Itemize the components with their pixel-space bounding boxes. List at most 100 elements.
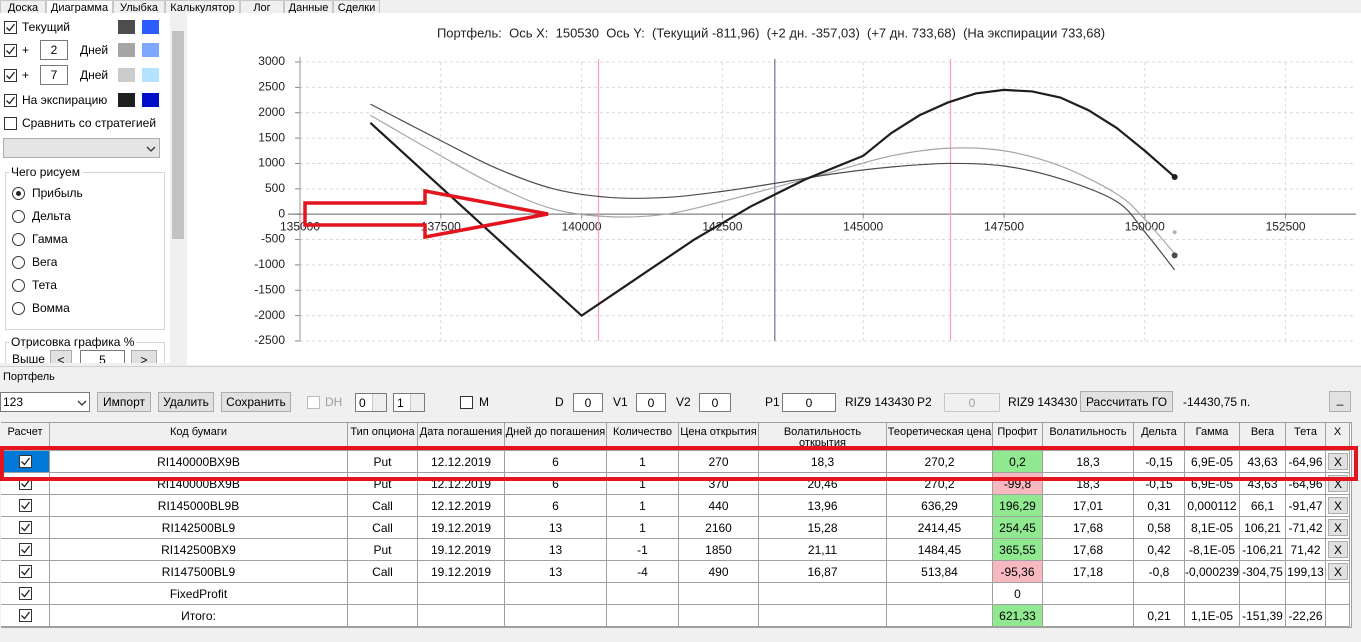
p1-input[interactable]: 0 — [782, 393, 836, 412]
spin-buttons[interactable] — [410, 394, 424, 411]
table-cell: 370 — [679, 473, 759, 495]
column-header[interactable]: Тета — [1286, 423, 1326, 451]
radio[interactable] — [12, 210, 25, 223]
checkbox[interactable] — [4, 117, 17, 130]
checkbox[interactable] — [19, 543, 32, 556]
color-swatch[interactable] — [142, 43, 159, 57]
strategy-dropdown[interactable] — [3, 138, 160, 158]
column-header[interactable]: Код бумаги — [50, 423, 348, 451]
scroll-thumb[interactable] — [172, 31, 184, 239]
color-swatch[interactable] — [118, 68, 135, 82]
toolbar-button[interactable]: Импорт — [97, 392, 151, 412]
check-mark — [21, 523, 31, 532]
prev-button[interactable]: < — [50, 350, 72, 363]
checkbox[interactable] — [19, 521, 32, 534]
toolbar-button[interactable]: Сохранить — [221, 392, 291, 412]
table-cell: Call — [348, 495, 418, 517]
render-input[interactable]: 5 — [80, 350, 125, 363]
table-cell: 8,1E-05 — [1185, 517, 1240, 539]
table-cell: 17,68 — [1043, 517, 1134, 539]
column-header[interactable]: Волатильность открытия — [759, 423, 887, 451]
checkbox[interactable] — [19, 455, 32, 468]
delete-button[interactable]: X — [1328, 475, 1348, 492]
check-mark — [21, 589, 31, 598]
group-title: Чего рисуем — [9, 163, 82, 181]
check-path — [21, 479, 31, 488]
column-header[interactable]: Цена открытия — [679, 423, 759, 451]
checkbox[interactable] — [19, 499, 32, 512]
column-header[interactable]: Расчет — [1, 423, 50, 451]
column-header[interactable]: Вега — [1240, 423, 1286, 451]
delete-cell — [1326, 583, 1350, 605]
checkbox[interactable] — [19, 609, 32, 622]
left-panel: Текущий +2 Дней +7 Дней На экспирацию Сравнить… — [0, 13, 170, 363]
delete-button[interactable]: X — [1328, 453, 1348, 470]
spin-input[interactable]: 0 — [355, 393, 387, 412]
y-tick-label: -2500 — [254, 333, 285, 347]
minimize-button[interactable]: _ — [1329, 391, 1351, 412]
delete-button[interactable]: X — [1328, 563, 1348, 580]
tab[interactable]: Данные — [284, 0, 333, 14]
column-header[interactable]: Волатильность — [1043, 423, 1134, 451]
table-cell: -0,000239 — [1185, 561, 1240, 583]
checkbox[interactable] — [4, 21, 17, 34]
check-cell — [1, 561, 50, 583]
tab[interactable]: Улыбка — [113, 0, 165, 14]
delete-button[interactable]: X — [1328, 519, 1348, 536]
tab[interactable]: Лог — [240, 0, 284, 14]
color-swatch[interactable] — [118, 43, 135, 57]
scrollbar[interactable] — [170, 13, 186, 363]
point-marker — [1172, 230, 1177, 235]
table-cell: 621,33 — [993, 605, 1043, 627]
column-header[interactable]: Количество — [607, 423, 679, 451]
portfolio-select[interactable]: 123 — [0, 392, 90, 412]
field-input[interactable]: 0 — [636, 393, 666, 412]
checkbox[interactable] — [4, 69, 17, 82]
color-swatch[interactable] — [142, 68, 159, 82]
next-button[interactable]: > — [131, 350, 157, 363]
color-swatch[interactable] — [142, 20, 159, 34]
spin-buttons[interactable] — [372, 394, 386, 411]
color-swatch[interactable] — [118, 20, 135, 34]
tab[interactable]: Сделки — [333, 0, 380, 14]
color-swatch[interactable] — [118, 93, 135, 107]
table-cell: 0 — [993, 583, 1043, 605]
field-input[interactable]: 0 — [573, 393, 603, 412]
delete-button[interactable]: X — [1328, 541, 1348, 558]
column-header[interactable]: Дельта — [1134, 423, 1185, 451]
tab[interactable]: Калькулятор — [165, 0, 240, 14]
days-input[interactable]: 2 — [40, 40, 68, 60]
column-header[interactable]: Тип опциона — [348, 423, 418, 451]
check-mark — [6, 96, 16, 105]
checkbox — [307, 396, 320, 409]
checkbox[interactable] — [4, 94, 17, 107]
checkbox[interactable] — [19, 565, 32, 578]
color-swatch[interactable] — [142, 93, 159, 107]
radio[interactable] — [12, 279, 25, 292]
spin-input[interactable]: 1 — [393, 393, 425, 412]
calc-button[interactable]: Рассчитать ГО — [1080, 391, 1173, 412]
table-cell: 15,28 — [759, 517, 887, 539]
column-header[interactable]: Гамма — [1185, 423, 1240, 451]
delete-button[interactable]: X — [1328, 497, 1348, 514]
checkbox[interactable] — [19, 477, 32, 490]
column-header[interactable]: Теоретическая цена — [887, 423, 993, 451]
radio[interactable] — [12, 187, 25, 200]
column-header[interactable]: X — [1326, 423, 1350, 451]
checkbox[interactable] — [460, 396, 473, 409]
column-header[interactable]: Дней до погашения — [505, 423, 607, 451]
column-header[interactable]: Профит — [993, 423, 1043, 451]
tab[interactable]: Диаграмма — [46, 0, 113, 14]
table-cell: RI140000BX9B — [50, 473, 348, 495]
table-cell — [1043, 583, 1134, 605]
checkbox[interactable] — [19, 587, 32, 600]
column-header[interactable]: Дата погашения — [418, 423, 505, 451]
radio[interactable] — [12, 302, 25, 315]
radio[interactable] — [12, 256, 25, 269]
radio[interactable] — [12, 233, 25, 246]
tab[interactable]: Доска — [0, 0, 46, 14]
toolbar-button[interactable]: Удалить — [158, 392, 214, 412]
checkbox[interactable] — [4, 44, 17, 57]
days-input[interactable]: 7 — [40, 65, 68, 85]
field-input[interactable]: 0 — [699, 393, 731, 412]
